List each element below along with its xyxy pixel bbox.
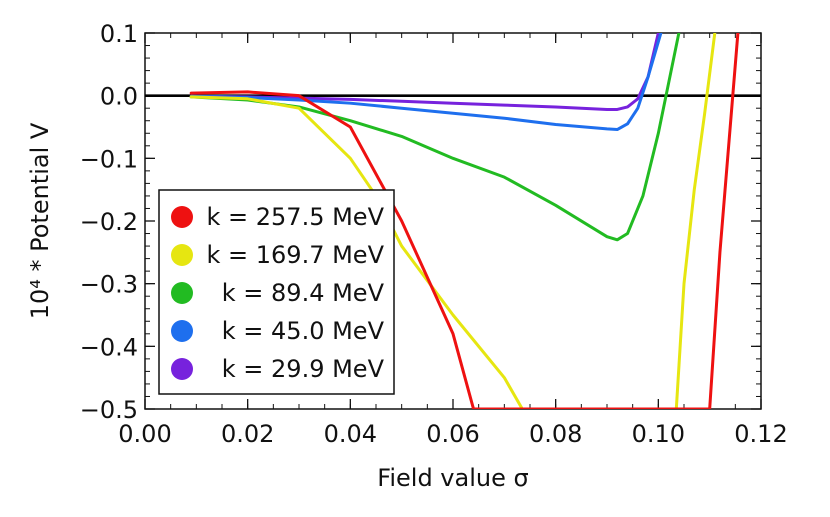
legend-marker xyxy=(171,244,193,266)
y-axis-title: 10⁴ * Potential V xyxy=(26,122,54,319)
x-tick-label: 0.10 xyxy=(632,420,685,448)
legend-marker xyxy=(171,282,193,304)
legend: k = 257.5 MeV k = 169.7 MeV k = 89.4 MeV k … xyxy=(158,189,395,395)
x-tick-label: 0.06 xyxy=(426,420,479,448)
plot-area: 0.00 0.02 0.04 0.06 0.08 0.10 0.12 0.1 0.0 −0.1 −0… xyxy=(80,20,788,448)
x-axis-title: Field value σ xyxy=(377,464,528,492)
x-tick-label: 0.08 xyxy=(529,420,582,448)
y-tick-label: −0.5 xyxy=(80,396,138,424)
series-lines xyxy=(189,33,740,409)
y-tick-label: −0.1 xyxy=(80,145,138,173)
y-tick-label: 0.0 xyxy=(100,83,138,111)
x-tick-label: 0.00 xyxy=(118,420,171,448)
y-tick-label: −0.2 xyxy=(80,208,138,236)
series-line-k-257-5-mev xyxy=(189,33,740,409)
series-line-k-45-0-mev xyxy=(189,33,663,132)
legend-label: k = 169.7 MeV xyxy=(207,241,385,269)
x-tick-label: 0.04 xyxy=(324,420,377,448)
series-line-k-29-9-mev xyxy=(189,33,660,111)
legend-marker xyxy=(171,320,193,342)
y-tick-label: −0.4 xyxy=(80,333,138,361)
y-tick-label: 0.1 xyxy=(100,20,138,48)
series-line-k-89-4-mev xyxy=(189,33,681,242)
series-line-k-169-7-mev xyxy=(189,33,717,409)
legend-label: k = 257.5 MeV xyxy=(207,203,385,231)
legend-label: k = 45.0 MeV xyxy=(222,317,385,345)
y-tick-label: −0.3 xyxy=(80,271,138,299)
x-tick-label: 0.02 xyxy=(221,420,274,448)
legend-label: k = 89.4 MeV xyxy=(222,279,385,307)
legend-marker xyxy=(171,206,193,228)
legend-box xyxy=(158,189,395,395)
legend-label: k = 29.9 MeV xyxy=(222,355,385,383)
legend-marker xyxy=(171,358,193,380)
x-tick-label: 0.12 xyxy=(734,420,787,448)
